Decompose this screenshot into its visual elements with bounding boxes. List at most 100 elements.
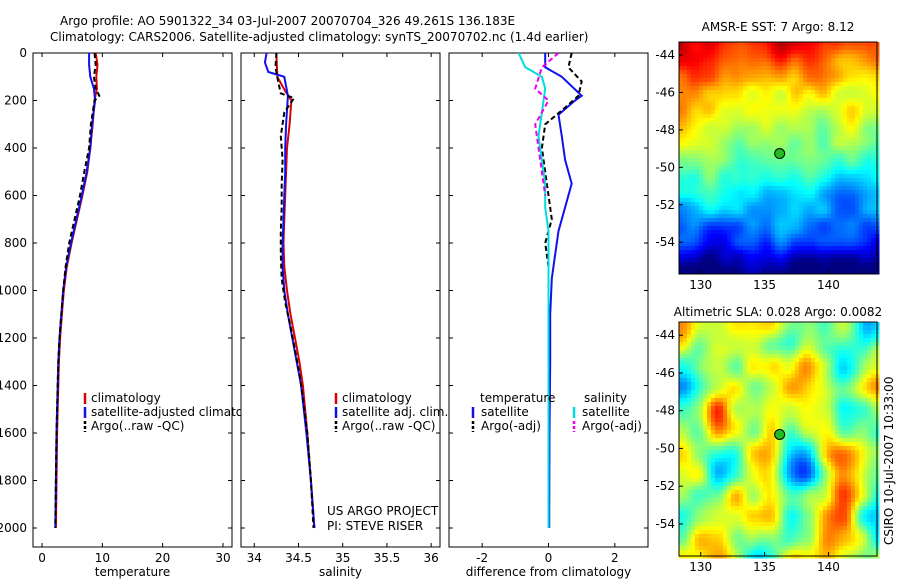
map-cell [827, 210, 832, 215]
map-cell [807, 66, 812, 71]
map-cell [831, 430, 836, 435]
map-cell [691, 446, 696, 451]
map-cell [695, 430, 700, 435]
map-cell [819, 226, 824, 231]
map-cell [827, 258, 832, 263]
map-cell [839, 322, 844, 327]
map-cell [803, 190, 808, 195]
map-cell [703, 370, 708, 375]
map-cell [759, 190, 764, 195]
map-cell [695, 146, 700, 151]
map-cell [771, 250, 776, 255]
map-cell [699, 62, 704, 67]
map-cell [763, 174, 768, 179]
map-cell [823, 218, 828, 223]
map-cell [799, 378, 804, 383]
map-cell [699, 258, 704, 263]
map-cell [787, 262, 792, 267]
map-cell [699, 162, 704, 167]
map-cell [847, 350, 852, 355]
map-cell [799, 142, 804, 147]
map-cell [831, 142, 836, 147]
map-cell [851, 46, 856, 51]
map-cell [775, 346, 780, 351]
map-cell [751, 42, 756, 47]
map-cell [827, 326, 832, 331]
map-cell [819, 102, 824, 107]
map-cell [715, 446, 720, 451]
map-cell [679, 418, 684, 423]
map-cell [691, 330, 696, 335]
map-cell [779, 138, 784, 143]
map-cell [811, 358, 816, 363]
map-cell [831, 358, 836, 363]
map-cell [763, 154, 768, 159]
map-cell [779, 394, 784, 399]
map-cell [787, 390, 792, 395]
map-cell [767, 190, 772, 195]
map-cell [683, 402, 688, 407]
map-cell [747, 350, 752, 355]
map-cell [839, 50, 844, 55]
map-cell [779, 366, 784, 371]
map-cell [759, 362, 764, 367]
map-cell [699, 90, 704, 95]
map-cell [831, 378, 836, 383]
map-cell [739, 450, 744, 455]
map-cell [827, 418, 832, 423]
map-cell [811, 382, 816, 387]
map-cell [787, 218, 792, 223]
map-cell [739, 118, 744, 123]
map-cell [743, 210, 748, 215]
map-cell [771, 86, 776, 91]
map-cell [695, 106, 700, 111]
map-cell [703, 474, 708, 479]
map-cell [807, 442, 812, 447]
map-cell [731, 90, 736, 95]
map-cell [787, 442, 792, 447]
map-cell [803, 258, 808, 263]
map-cell [683, 242, 688, 247]
map-cell [799, 466, 804, 471]
map-cell [847, 262, 852, 267]
map-cell [739, 198, 744, 203]
map-cell [843, 418, 848, 423]
map-cell [859, 166, 864, 171]
map-cell [835, 142, 840, 147]
map-cell [679, 422, 684, 427]
map-cell [687, 442, 692, 447]
map-cell [763, 418, 768, 423]
map-cell [827, 410, 832, 415]
map-cell [759, 338, 764, 343]
map-cell [707, 46, 712, 51]
map-cell [827, 186, 832, 191]
map-cell [843, 398, 848, 403]
map-cell [823, 246, 828, 251]
map-cell [735, 154, 740, 159]
map-cell [679, 334, 684, 339]
map-cell [787, 206, 792, 211]
map-cell [871, 222, 876, 227]
map-cell [707, 406, 712, 411]
map-cell [695, 234, 700, 239]
map-cell [751, 430, 756, 435]
map-cell [707, 322, 712, 327]
map-cell [835, 218, 840, 223]
map-cell [739, 342, 744, 347]
map-cell [747, 190, 752, 195]
map-cell [751, 258, 756, 263]
map-cell [711, 270, 716, 275]
map-cell [819, 218, 824, 223]
map-cell [835, 54, 840, 59]
map-cell [819, 342, 824, 347]
map-cell [735, 394, 740, 399]
map-cell [771, 154, 776, 159]
map-cell [687, 230, 692, 235]
map-cell [859, 270, 864, 275]
map-cell [767, 58, 772, 63]
map-cell [851, 338, 856, 343]
map-cell [867, 206, 872, 211]
map-cell [867, 426, 872, 431]
